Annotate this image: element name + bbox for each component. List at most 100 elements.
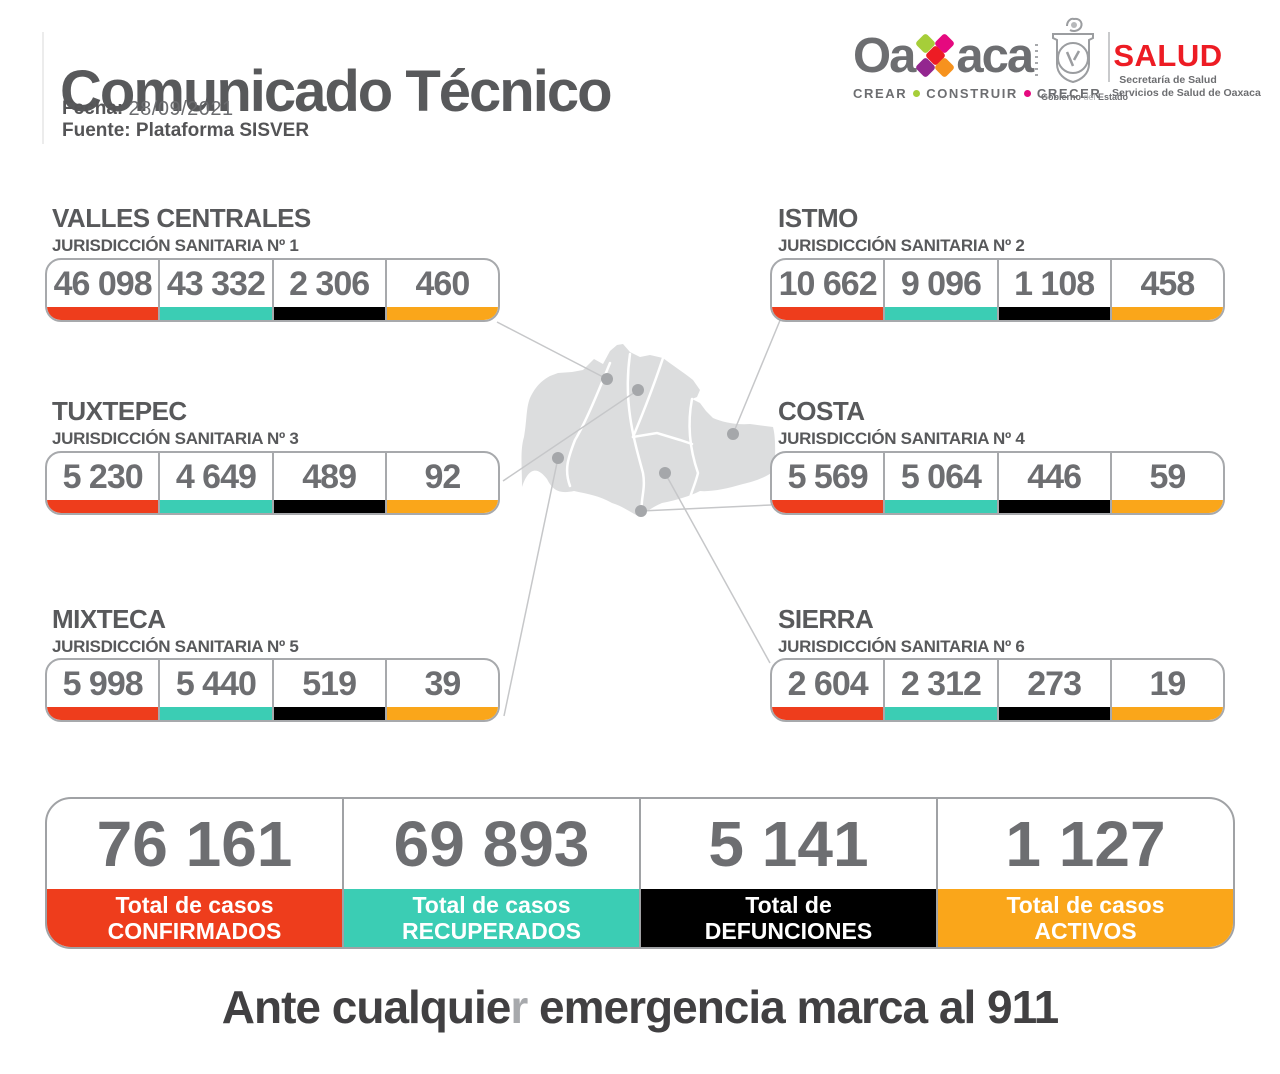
salud-subtitle: Secretaría de Salud Servicios de Salud d… [1112,74,1261,100]
confirmed-value: 5 998 [62,665,144,703]
marker-sierra [659,467,671,479]
emergency-slogan: Ante cualquier emergencia marca al 911 [221,981,1059,1033]
deaths-cell: 489 [273,453,387,513]
tagline-construir: CONSTRUIR [926,86,1018,101]
stats-sierra: 2 604 2 312 273 19 [770,658,1225,722]
recovered-cell: 5 440 [160,660,274,720]
active-value: 59 [1149,458,1186,496]
recovered-value: 4 649 [175,458,257,496]
recovered-value: 5 440 [175,665,257,703]
salud-wordmark: SALUD [1113,38,1223,73]
active-value: 460 [415,265,471,303]
oaxaca-wordmark-end: aca [956,28,1034,83]
recovered-cell: 2 312 [885,660,999,720]
active-value: 39 [424,665,461,703]
source-label: Fuente: [62,120,131,141]
recovered-value: 43 332 [166,265,266,303]
deaths-cell: 1 108 [998,260,1112,320]
region-sierra: SIERRA JURISDICCIÓN SANITARIA Nº 6 [778,606,1025,655]
total-recovered-label: Total de casos RECUPERADOS [344,889,639,947]
deaths-bar [273,707,385,720]
logo-divider [1108,32,1110,82]
confirmed-value: 2 604 [787,665,869,703]
confirmed-bar [47,707,159,720]
recovered-bar [885,307,997,320]
region-jurisdiction: JURISDICCIÓN SANITARIA Nº 6 [778,637,1025,656]
active-cell: 39 [386,660,498,720]
total-deaths-value: 5 141 [708,808,869,880]
region-name: MIXTECA [52,604,166,634]
deaths-value: 446 [1027,458,1082,496]
active-bar [386,307,498,320]
deaths-cell: 446 [998,453,1112,513]
region-jurisdiction: JURISDICCIÓN SANITARIA Nº 5 [52,637,299,656]
oaxaca-x-diamonds-icon [915,32,956,79]
marker-valles-centrales [601,373,613,385]
marker-tuxtepec [632,384,644,396]
total-recovered-value: 69 893 [393,808,590,880]
date-label: Fecha: [62,98,124,119]
statewide-totals: 76 161 Total de casos CONFIRMADOS 69 893… [45,797,1235,949]
total-confirmed-label: Total de casos CONFIRMADOS [47,889,342,947]
date-line: Fecha: 28/09/2021 [62,97,234,120]
confirmed-value: 5 569 [787,458,869,496]
active-cell: 460 [386,260,498,320]
region-name: ISTMO [778,203,858,233]
active-value: 19 [1149,665,1186,703]
crest-caption: Gobierno del Estado [1041,92,1129,102]
active-bar [1111,500,1223,513]
tagline-bullet-icon [1023,90,1031,97]
region-name: SIERRA [778,604,874,634]
stats-valles-centrales: 46 098 43 332 2 306 460 [45,258,500,322]
deaths-bar [273,500,385,513]
active-bar [1111,707,1223,720]
deaths-value: 2 306 [289,265,370,303]
stats-mixteca: 5 998 5 440 519 39 [45,658,500,722]
deaths-bar [998,307,1110,320]
region-jurisdiction: JURISDICCIÓN SANITARIA Nº 1 [52,236,299,255]
map-region-markers [552,373,739,517]
recovered-value: 5 064 [900,458,982,496]
salud-logo: SALUD Secretaría de Salud Servicios de S… [1112,38,1261,100]
active-cell: 19 [1111,660,1223,720]
marker-mixteca [552,452,564,464]
recovered-value: 2 312 [900,665,982,703]
date-value: 28/09/2021 [128,98,234,120]
recovered-cell: 9 096 [885,260,999,320]
confirmed-cell: 5 230 [47,453,161,513]
region-costa: COSTA JURISDICCIÓN SANITARIA Nº 4 [778,398,1025,447]
marker-costa [635,505,647,517]
deaths-value: 489 [302,458,357,496]
region-jurisdiction: JURISDICCIÓN SANITARIA Nº 4 [778,429,1025,448]
state-crest-icon [1052,17,1094,84]
region-tuxtepec: TUXTEPEC JURISDICCIÓN SANITARIA Nº 3 [52,398,299,447]
total-active-label: Total de casos ACTIVOS [938,889,1233,947]
deaths-cell: 519 [273,660,387,720]
map-connector-lines [496,317,782,717]
confirmed-value: 46 098 [53,265,153,303]
active-cell: 59 [1111,453,1223,513]
region-jurisdiction: JURISDICCIÓN SANITARIA Nº 3 [52,429,299,448]
deaths-bar [998,500,1110,513]
confirmed-bar [772,707,884,720]
stats-costa: 5 569 5 064 446 59 [770,451,1225,515]
confirmed-value: 10 662 [778,265,878,303]
stats-tuxtepec: 5 230 4 649 489 92 [45,451,500,515]
region-istmo: ISTMO JURISDICCIÓN SANITARIA Nº 2 [778,205,1025,254]
active-cell: 458 [1111,260,1223,320]
recovered-bar [160,307,272,320]
oaxaca-logo: Oa aca CREAR CONSTRUIR CRECER [853,30,1101,101]
total-deaths-label: Total de DEFUNCIONES [641,889,936,947]
active-value: 458 [1140,265,1196,303]
map-internal-borders [565,352,700,514]
recovered-cell: 43 332 [160,260,274,320]
deaths-cell: 273 [998,660,1112,720]
total-active: 1 127 Total de casos ACTIVOS [938,799,1233,947]
source-line: Fuente: Plataforma SISVER [62,120,309,142]
deaths-bar [998,707,1110,720]
recovered-cell: 4 649 [160,453,274,513]
region-jurisdiction: JURISDICCIÓN SANITARIA Nº 2 [778,236,1025,255]
gobierno-crest: Gobierno del Estado [1041,16,1129,102]
confirmed-bar [772,500,884,513]
